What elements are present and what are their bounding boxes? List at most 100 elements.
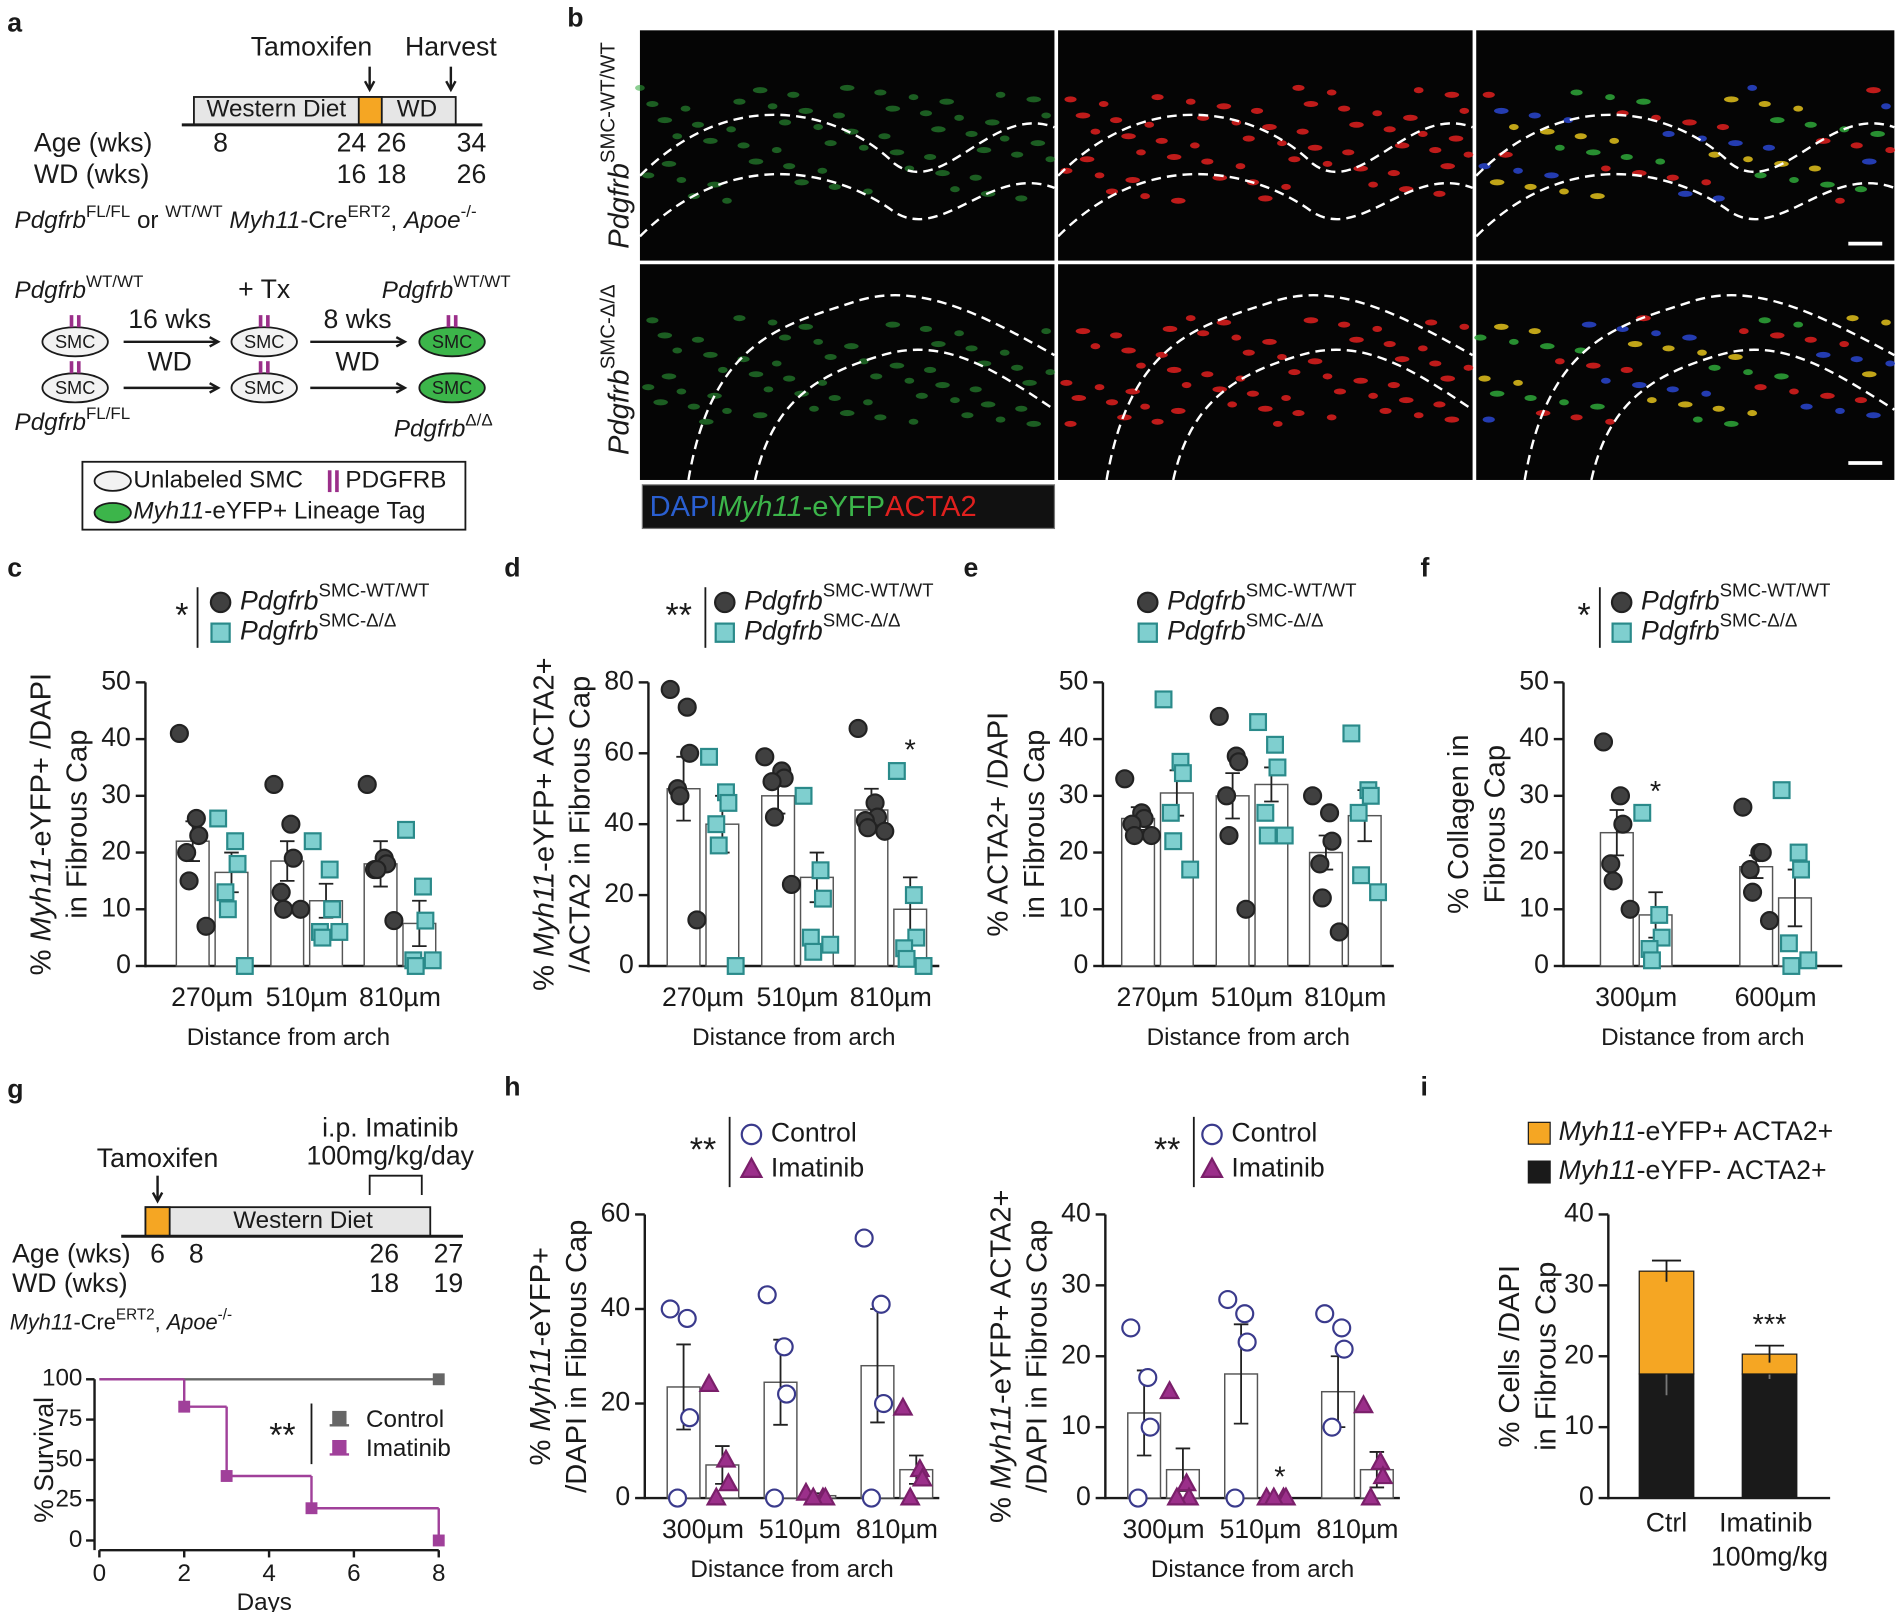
data-point bbox=[179, 871, 199, 891]
legend-marker bbox=[1527, 1121, 1551, 1145]
data-point bbox=[899, 1486, 921, 1506]
rich-label: PdgfrbSMC-WT/WT bbox=[598, 42, 635, 249]
y-tick-label: 0 bbox=[619, 949, 634, 979]
label: 24 bbox=[337, 127, 367, 157]
cell-signal bbox=[1524, 183, 1537, 190]
text-part: Pdgfrb bbox=[1167, 585, 1246, 615]
label: 16 bbox=[337, 159, 367, 189]
cell-signal bbox=[771, 360, 782, 367]
y-axis-title: /ACTA2 in Fibrous Cap bbox=[564, 676, 596, 973]
cell-signal bbox=[1489, 390, 1505, 397]
text-part: Pdgfrb bbox=[240, 585, 319, 615]
label: Western Diet bbox=[233, 1207, 373, 1234]
text-part: -eYFP- ACTA2+ bbox=[1637, 1155, 1827, 1185]
cell-signal bbox=[1272, 420, 1283, 427]
data-point bbox=[196, 916, 216, 936]
text-part: Pdgfrb bbox=[603, 163, 635, 249]
data-point bbox=[764, 807, 785, 827]
cell-signal bbox=[1835, 407, 1845, 414]
y-tick-label: 20 bbox=[601, 1387, 631, 1417]
cell-signal bbox=[817, 379, 828, 386]
x-axis-title: Distance from arch bbox=[1147, 1024, 1350, 1051]
data-point bbox=[757, 1285, 777, 1305]
cell-signal bbox=[1627, 341, 1643, 348]
cell-signal bbox=[1288, 156, 1301, 163]
cell-signal bbox=[1166, 366, 1182, 373]
data-point bbox=[1141, 825, 1161, 846]
data-point bbox=[228, 854, 247, 873]
y-tick-label: 40 bbox=[1564, 1197, 1594, 1227]
cell-signal bbox=[1041, 328, 1052, 335]
text-part: or bbox=[130, 207, 165, 234]
cell-signal bbox=[1655, 158, 1666, 165]
bar bbox=[1599, 831, 1634, 967]
text-part: WT/WT bbox=[453, 272, 510, 291]
data-point bbox=[216, 883, 235, 902]
cell-signal bbox=[1544, 172, 1559, 179]
cell-signal bbox=[1349, 121, 1364, 128]
text-part: -eYFP bbox=[803, 491, 885, 523]
data-point bbox=[1772, 781, 1791, 800]
data-point bbox=[1650, 905, 1669, 924]
legend-label: PdgfrbSMC-Δ/Δ bbox=[1641, 610, 1797, 646]
data-point bbox=[423, 951, 442, 970]
annotation: *** bbox=[1753, 1309, 1787, 1341]
cell-signal bbox=[1383, 341, 1396, 348]
significance: ** bbox=[1154, 1131, 1180, 1169]
cell-signal bbox=[1262, 338, 1277, 345]
text-part: Δ/Δ bbox=[465, 410, 492, 429]
data-point bbox=[1229, 752, 1249, 772]
data-point bbox=[660, 1299, 680, 1319]
cell-signal bbox=[1666, 174, 1679, 181]
text-part: Myh11 bbox=[25, 856, 57, 941]
cell-signal bbox=[1387, 382, 1400, 389]
cell-signal bbox=[924, 366, 937, 373]
text-part: -eYFP+ ACTA2+ bbox=[985, 1190, 1017, 1404]
text-part: Myh11 bbox=[10, 1309, 74, 1334]
cell-signal bbox=[1277, 140, 1287, 147]
cell-signal bbox=[1724, 96, 1739, 103]
cell-signal bbox=[1383, 126, 1396, 133]
cell-signal bbox=[1854, 397, 1867, 404]
label: 19 bbox=[434, 1268, 464, 1298]
y-axis-title: % Cells /DAPI bbox=[1494, 1265, 1526, 1448]
cell-signal bbox=[889, 362, 905, 369]
cell-signal bbox=[1590, 403, 1605, 410]
label: WD bbox=[147, 347, 191, 377]
text-part: Ctrl bbox=[1646, 1508, 1687, 1538]
cell-signal bbox=[863, 399, 873, 406]
cell-signal bbox=[995, 91, 1006, 98]
text-part: Pdgfrb bbox=[15, 410, 86, 437]
x-tick-label: 810µm bbox=[1316, 1514, 1398, 1544]
cell-signal bbox=[1094, 172, 1105, 179]
y-tick-label: 20 bbox=[1059, 836, 1089, 866]
cell-signal bbox=[1728, 140, 1743, 147]
x-axis-title: Days bbox=[237, 1589, 292, 1612]
text-part: FL/FL bbox=[86, 202, 130, 221]
key-cell bbox=[93, 470, 132, 492]
data-point bbox=[677, 1308, 697, 1329]
cell-signal bbox=[1666, 386, 1679, 393]
data-point bbox=[1369, 1450, 1391, 1470]
y-tick-label: 40 bbox=[1059, 722, 1089, 752]
legend-marker bbox=[1137, 622, 1158, 643]
legend-label: Imatinib bbox=[366, 1435, 451, 1462]
cell-signal bbox=[1201, 371, 1214, 378]
cell-signal bbox=[1728, 353, 1743, 361]
survival-point bbox=[220, 1470, 233, 1482]
cell-signal bbox=[1372, 110, 1383, 117]
rich-label: PdgfrbFL/FL bbox=[15, 404, 131, 436]
data-point bbox=[1334, 1339, 1354, 1359]
text-part: -Cre bbox=[74, 1309, 116, 1334]
cell-signal bbox=[1600, 165, 1611, 172]
y-tick-label: 0 bbox=[116, 949, 131, 979]
cell-signal bbox=[824, 353, 837, 361]
text-part: Pdgfrb bbox=[394, 416, 465, 443]
cell-signal bbox=[1881, 103, 1891, 110]
cell-signal bbox=[642, 172, 655, 179]
cell-signal bbox=[870, 373, 883, 380]
data-point bbox=[871, 1294, 891, 1314]
text-part: ACTA2 bbox=[885, 491, 977, 523]
cell-signal bbox=[1747, 410, 1758, 417]
data-point bbox=[707, 815, 726, 834]
